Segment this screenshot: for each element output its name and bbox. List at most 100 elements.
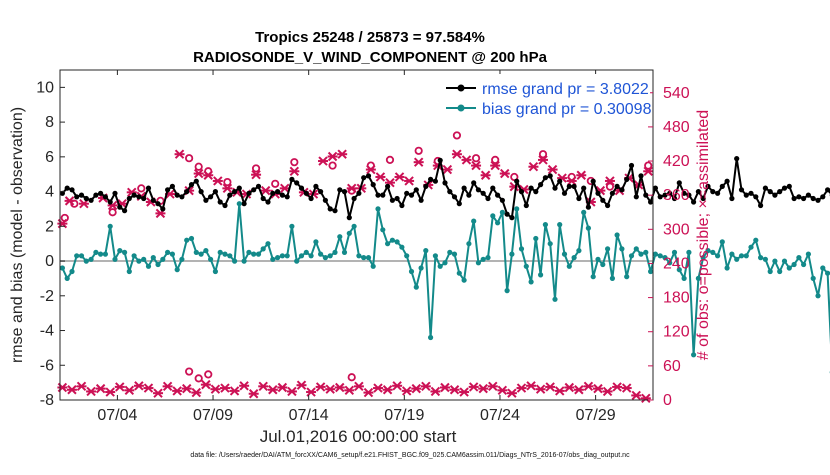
rmse-point [74,194,79,199]
rmse-point [385,184,390,189]
rmse-point [227,193,232,198]
rmse-point [270,191,275,196]
y-right-tick-label: 480 [663,119,690,136]
rmse-point [222,203,227,208]
rmse-point [79,193,84,198]
bias-point [806,252,811,257]
y-right-tick-label: 120 [663,324,690,341]
rmse-point [500,198,505,203]
x-axis-label: Jul.01,2016 00:00:00 start [260,427,457,446]
bias-point [447,250,452,255]
legend-rmse-label: rmse grand pr = 3.8022 [482,81,649,98]
rmse-point [265,199,270,204]
rmse-point [328,206,333,211]
x-tick-label: 07/14 [289,407,329,424]
rmse-point [419,198,424,203]
bias-point [648,269,653,274]
rmse-point [404,191,409,196]
legend-bias-label: bias grand pr = 0.30098 [482,101,652,118]
bias-point [265,241,270,246]
rmse-point [117,205,122,210]
bias-point [261,246,266,251]
bias-point [820,265,825,270]
rmse-point [562,191,567,196]
bias-point [725,265,730,270]
rmse-point [189,182,194,187]
bias-point [60,265,65,270]
rmse-point [825,187,830,192]
rmse-point [581,186,586,191]
rmse-point [361,175,366,180]
bias-point [160,257,165,262]
bias-point [132,253,137,258]
bias-point [155,262,160,267]
rmse-point [715,191,720,196]
rmse-point [529,186,534,191]
rmse-point [352,196,357,201]
bias-point [438,264,443,269]
bias-point [509,252,514,257]
bias-point [519,246,524,251]
x-tick-label: 07/19 [384,407,424,424]
x-tick-label: 07/09 [193,407,233,424]
rmse-point [634,194,639,199]
bias-point [409,269,414,274]
bias-point [529,279,534,284]
y-tick-label: 6 [45,149,54,166]
rmse-point [615,184,620,189]
bias-point [218,250,223,255]
bias-point [638,252,643,257]
bias-point [739,253,744,258]
bias-point [251,252,256,257]
bias-point [452,252,457,257]
bias-point [811,276,816,281]
rmse-point [155,201,160,206]
rmse-point [543,175,548,180]
y-tick-label: -8 [40,392,54,409]
rmse-point [165,187,170,192]
rmse-point [203,198,208,203]
bias-point [720,239,725,244]
x-tick-label: 07/24 [480,407,520,424]
rmse-point [466,193,471,198]
rmse-point [519,189,524,194]
bias-point [141,257,146,262]
bias-point [65,276,70,281]
bias-point [227,253,232,258]
bias-point [117,248,122,253]
bias-point [390,238,395,243]
rmse-point [380,193,385,198]
y-right-tick-label: 300 [663,221,690,238]
bias-point [610,276,615,281]
rmse-point [509,215,514,220]
rmse-point [648,199,653,204]
rmse-point [141,196,146,201]
y-right-tick-label: 60 [663,358,681,375]
bias-point [825,271,830,276]
bias-point [103,252,108,257]
rmse-point [256,184,261,189]
bias-point [203,248,208,253]
bias-point [533,236,538,241]
rmse-point [586,205,591,210]
rmse-point [275,189,280,194]
chart-title: Tropics 25248 / 25873 = 97.584% [255,29,485,46]
rmse-point [734,156,739,161]
bias-point [629,253,634,258]
rmse-point [112,191,117,196]
bias-point [375,206,380,211]
bias-point [309,253,314,258]
bias-point [194,250,199,255]
legend-rmse-marker [458,85,465,92]
rmse-point [801,196,806,201]
bias-point [787,265,792,270]
bias-point [289,224,294,229]
bias-point [457,271,462,276]
rmse-point [342,189,347,194]
bias-point [404,253,409,258]
bias-point [462,278,467,283]
legend: rmse grand pr = 3.8022 bias grand pr = 0… [442,74,652,118]
rmse-point [720,184,725,189]
bias-point [557,222,562,227]
bias-point [423,248,428,253]
